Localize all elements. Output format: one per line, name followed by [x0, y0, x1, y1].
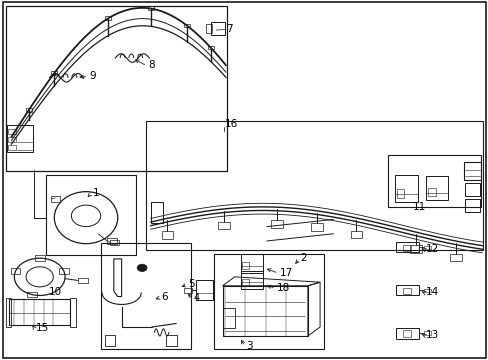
Bar [463, 162, 480, 180]
Bar [207, 46, 213, 49]
Bar [148, 6, 154, 10]
Text: 12: 12 [425, 244, 438, 254]
Bar [11, 268, 20, 274]
Bar [240, 253, 262, 273]
Bar [310, 223, 322, 231]
Bar [426, 176, 447, 200]
Text: 3: 3 [245, 341, 252, 351]
Bar [183, 288, 192, 293]
Bar [78, 278, 88, 283]
Bar [195, 280, 212, 300]
Bar [146, 121, 483, 250]
Bar [402, 288, 410, 294]
Text: 5: 5 [188, 279, 195, 289]
Bar [105, 16, 111, 20]
Bar [395, 242, 418, 252]
Text: 13: 13 [425, 330, 438, 340]
Bar [409, 245, 421, 253]
Bar [104, 335, 115, 346]
Bar [402, 244, 410, 251]
Text: 15: 15 [36, 323, 49, 333]
Bar [7, 145, 16, 150]
Bar [222, 308, 234, 328]
Bar [218, 221, 229, 229]
Bar [5, 6, 227, 171]
Bar [387, 155, 480, 207]
Bar [59, 268, 68, 274]
Bar [449, 253, 461, 261]
Bar [101, 243, 190, 348]
Bar [395, 328, 418, 338]
Text: 14: 14 [425, 287, 438, 297]
Bar [5, 298, 11, 327]
Bar [7, 129, 16, 134]
Circle shape [137, 264, 147, 271]
Bar [151, 202, 163, 223]
Bar [396, 189, 404, 198]
Bar [27, 292, 37, 297]
Bar [270, 220, 282, 228]
Text: 6: 6 [161, 292, 168, 302]
Bar [423, 246, 430, 249]
Bar [7, 137, 16, 142]
Bar [25, 108, 31, 112]
Bar [394, 175, 417, 202]
Text: 8: 8 [148, 60, 154, 70]
Bar [242, 279, 248, 286]
Bar [423, 289, 430, 292]
Bar [395, 285, 418, 296]
Bar [464, 199, 479, 212]
Bar [214, 253, 324, 348]
Bar [240, 271, 262, 289]
Bar [35, 255, 44, 261]
Bar [161, 231, 173, 239]
Bar [350, 230, 362, 238]
Text: 1: 1 [92, 188, 99, 198]
Bar [242, 262, 248, 269]
Bar [427, 188, 435, 196]
Text: 9: 9 [89, 71, 96, 81]
Text: 10: 10 [48, 287, 61, 297]
Bar [45, 175, 136, 255]
Bar [402, 330, 410, 337]
Bar [70, 298, 76, 327]
Bar [423, 331, 430, 335]
Bar [206, 24, 212, 33]
Bar [51, 71, 57, 75]
Bar [51, 197, 60, 202]
Text: 4: 4 [193, 293, 200, 303]
Bar [9, 300, 70, 325]
Bar [184, 24, 190, 27]
Bar [110, 240, 119, 245]
Bar [6, 125, 33, 152]
Bar [464, 183, 479, 196]
Bar [211, 22, 224, 35]
Text: 2: 2 [300, 253, 306, 263]
Text: 16: 16 [224, 120, 238, 129]
Text: 11: 11 [412, 202, 425, 212]
Bar [166, 335, 177, 346]
Text: 18: 18 [276, 283, 289, 293]
Bar [222, 286, 307, 336]
Bar [107, 238, 117, 244]
Text: 7: 7 [225, 24, 232, 35]
Text: 17: 17 [279, 267, 292, 278]
